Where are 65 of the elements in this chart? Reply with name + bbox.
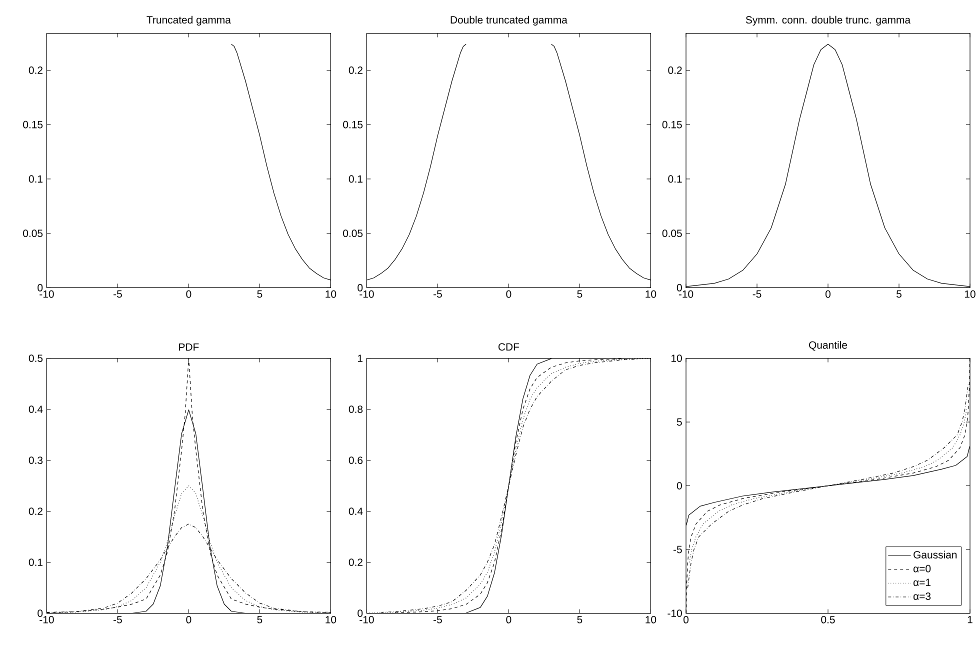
chart-title: CDF xyxy=(498,343,520,351)
legend-label: α=1 xyxy=(914,578,931,586)
y-tick-label: 0 xyxy=(38,284,43,292)
y-tick-label: 0 xyxy=(358,284,363,292)
x-tick-label: -5 xyxy=(752,290,762,298)
y-tick-label: 0.8 xyxy=(348,406,363,413)
y-tick-label: 0.1 xyxy=(28,175,42,183)
chart-title: PDF xyxy=(179,343,199,351)
y-tick-label: 0.2 xyxy=(28,66,42,74)
y-tick-label: 0.05 xyxy=(343,230,363,238)
y-tick-label: 0.15 xyxy=(662,120,682,128)
y-tick-label: 0.05 xyxy=(662,230,682,238)
y-tick-label: 0.2 xyxy=(348,558,362,566)
x-tick-label: 0 xyxy=(506,290,512,298)
x-tick-label: 5 xyxy=(577,616,582,624)
x-tick-label: 0 xyxy=(506,616,512,624)
y-tick-label: 0.2 xyxy=(668,66,682,74)
x-tick-label: 0.5 xyxy=(821,616,835,624)
y-tick-label: 0.1 xyxy=(668,175,682,183)
y-tick-label: 0.4 xyxy=(348,508,363,515)
y-tick-label: 0 xyxy=(676,482,682,490)
chart-title: Truncated gamma xyxy=(146,16,231,26)
x-tick-label: -5 xyxy=(114,290,122,298)
x-tick-label: 0 xyxy=(684,616,689,624)
y-tick-label: 0 xyxy=(676,284,682,292)
y-tick-label: 1 xyxy=(358,354,363,362)
x-tick-label: 10 xyxy=(326,616,336,624)
y-tick-label: 0.15 xyxy=(23,120,43,128)
y-tick-label: 0.5 xyxy=(28,354,43,362)
x-tick-label: 1 xyxy=(968,616,972,624)
y-tick-label: 0.4 xyxy=(28,406,43,413)
legend-label: α=0 xyxy=(914,564,931,572)
x-tick-label: 5 xyxy=(257,290,262,298)
y-tick-label: 0.2 xyxy=(28,508,42,515)
x-tick-label: 5 xyxy=(257,616,262,624)
x-tick-label: 0 xyxy=(186,290,192,298)
y-tick-label: 0 xyxy=(38,610,43,617)
y-tick-label: 0.6 xyxy=(348,456,363,464)
chart-title: Symm. conn. double trunc. gamma xyxy=(746,16,911,26)
y-tick-label: 0.1 xyxy=(28,558,42,566)
x-tick-label: 0 xyxy=(826,290,831,298)
x-tick-label: 10 xyxy=(646,290,656,298)
x-tick-label: 10 xyxy=(646,616,656,624)
y-tick-label: 10 xyxy=(671,354,682,362)
x-tick-label: -5 xyxy=(114,616,122,624)
x-tick-label: 10 xyxy=(964,290,976,298)
legend-label: α=3 xyxy=(914,592,931,600)
x-tick-label: -5 xyxy=(434,616,442,624)
y-tick-label: 0.05 xyxy=(23,230,43,238)
y-tick-label: 0 xyxy=(358,610,363,617)
x-tick-label: 5 xyxy=(577,290,582,298)
x-tick-label: -5 xyxy=(434,290,442,298)
x-tick-label: 0 xyxy=(186,616,192,624)
x-tick-label: 10 xyxy=(326,290,336,298)
legend-label: Gaussian xyxy=(914,550,957,558)
chart-title: Double truncated gamma xyxy=(450,16,568,26)
y-tick-label: 0.15 xyxy=(343,120,363,128)
y-tick-label: 5 xyxy=(676,418,682,426)
y-tick-label: 0.3 xyxy=(28,456,43,464)
y-tick-label: -5 xyxy=(673,546,682,554)
y-tick-label: -10 xyxy=(668,610,682,617)
y-tick-label: 0.2 xyxy=(348,66,362,74)
y-tick-label: 0.1 xyxy=(348,175,363,183)
x-tick-label: 5 xyxy=(896,290,902,298)
chart-title: Quantile xyxy=(809,341,848,351)
